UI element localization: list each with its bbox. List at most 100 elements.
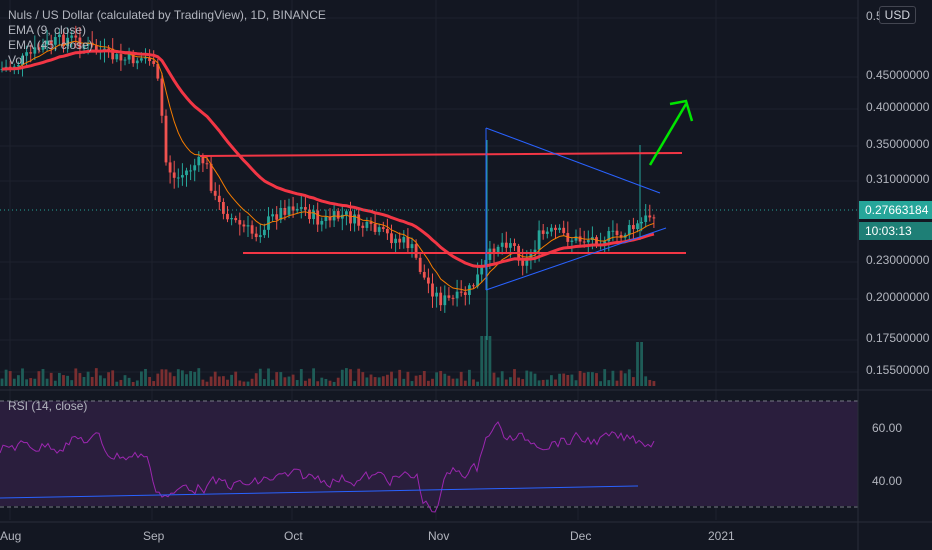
volume-bar xyxy=(283,377,287,386)
volume-bar xyxy=(29,378,33,386)
candle-body xyxy=(70,35,74,38)
candle-body xyxy=(66,37,69,47)
volume-bar xyxy=(99,375,102,386)
candle-body xyxy=(172,172,176,178)
volume-bar xyxy=(488,336,492,386)
candle-body xyxy=(476,274,479,287)
indicator-volume[interactable]: Vol xyxy=(8,53,25,67)
candle-body xyxy=(369,221,373,224)
breakout-arrow[interactable] xyxy=(648,99,694,166)
candle-body xyxy=(21,55,24,66)
candle-body xyxy=(509,243,512,248)
candle-body xyxy=(135,60,139,64)
volume-bar xyxy=(78,373,82,386)
candle-body xyxy=(209,163,213,191)
volume-bar xyxy=(504,379,508,386)
candle-body xyxy=(258,235,262,238)
rsi-legend[interactable]: RSI (14, close) xyxy=(8,399,88,413)
candle-body xyxy=(12,66,16,68)
volume-bar xyxy=(332,381,336,386)
volume-bar xyxy=(172,376,176,386)
volume-bar xyxy=(123,375,127,386)
volume-bar xyxy=(94,368,98,386)
candle-body xyxy=(45,40,49,45)
candle-body xyxy=(222,202,225,214)
volume-bar xyxy=(586,371,590,386)
candle-body xyxy=(8,66,12,68)
candle-body xyxy=(291,206,295,211)
time-tick: Aug xyxy=(0,529,21,543)
volume-bar xyxy=(156,373,160,386)
candle-body xyxy=(525,259,529,266)
rsi-band xyxy=(0,401,858,506)
indicator-ema-45[interactable]: EMA (45, close) xyxy=(8,38,93,52)
volume-bar xyxy=(529,371,533,386)
symbol-title[interactable]: Nuls / US Dollar (calculated by TradingV… xyxy=(8,8,326,22)
rsi-tick: 60.00 xyxy=(872,421,902,435)
volume-bar xyxy=(562,373,566,386)
volume-bar xyxy=(390,371,393,386)
candle-body xyxy=(619,235,623,238)
volume-bar xyxy=(623,373,627,386)
candle-body xyxy=(29,52,33,54)
volume-bar xyxy=(386,374,389,386)
rsi-axis[interactable]: 60.00 40.00 xyxy=(872,421,902,488)
volume-bar xyxy=(455,378,459,386)
volume-bar xyxy=(349,369,352,386)
volume-bar xyxy=(21,368,24,386)
candle-body xyxy=(127,53,131,60)
volume-bar xyxy=(365,377,369,386)
price-tick: 0.17500000 xyxy=(866,331,930,345)
volume-bar xyxy=(619,370,623,386)
time-axis[interactable]: Aug Sep Oct Nov Dec 2021 xyxy=(0,529,735,543)
rsi-line xyxy=(0,421,655,513)
volume-bar xyxy=(25,379,28,386)
volume-bar xyxy=(443,373,447,386)
volume-bar xyxy=(45,378,49,386)
resistance-line[interactable] xyxy=(199,152,683,157)
volume-bar xyxy=(0,378,4,386)
candle-body xyxy=(431,283,434,297)
indicator-ema-9[interactable]: EMA (9, close) xyxy=(8,23,87,37)
candle-body xyxy=(25,52,28,56)
currency-button[interactable]: USD xyxy=(878,6,916,24)
candle-body xyxy=(156,63,160,79)
candle-body xyxy=(152,61,156,64)
time-tick: Nov xyxy=(428,529,449,543)
ema-9-line xyxy=(1,40,655,292)
volume-bar xyxy=(41,369,45,386)
volume-bar xyxy=(627,369,631,386)
candle-body xyxy=(316,210,320,225)
volume-bar xyxy=(554,379,557,386)
volume-bar xyxy=(418,375,422,386)
volume-bar xyxy=(299,369,303,386)
candle-body xyxy=(586,239,590,243)
candle-body xyxy=(275,214,279,220)
ema-45-line xyxy=(1,49,655,268)
candle-body xyxy=(414,244,418,258)
price-axis[interactable]: 0.5 0.45000000 0.40000000 0.35000000 0.3… xyxy=(866,9,930,377)
candle-body xyxy=(17,65,20,67)
candle-body xyxy=(49,40,53,45)
rsi-trendline[interactable] xyxy=(0,485,639,499)
candle-body xyxy=(365,221,369,228)
volume-bar xyxy=(541,379,545,386)
candle-body xyxy=(287,206,291,215)
candle-body xyxy=(193,165,197,171)
volume-bar xyxy=(62,375,65,386)
candle-body xyxy=(308,209,311,220)
candle-body xyxy=(74,35,78,38)
volume-bar xyxy=(168,372,172,386)
triangle-upper-line[interactable] xyxy=(485,127,661,194)
triangle-lower-line[interactable] xyxy=(485,227,667,291)
candle-body xyxy=(636,223,639,230)
volume-bar xyxy=(312,368,315,386)
volume-bar xyxy=(517,377,520,386)
candle-body xyxy=(492,248,496,254)
volume-bar xyxy=(357,368,361,386)
candle-body xyxy=(41,44,45,50)
volume-bar xyxy=(164,369,168,386)
volume-bar xyxy=(160,369,164,386)
candle-body xyxy=(550,227,553,232)
volume-bar xyxy=(12,378,16,386)
